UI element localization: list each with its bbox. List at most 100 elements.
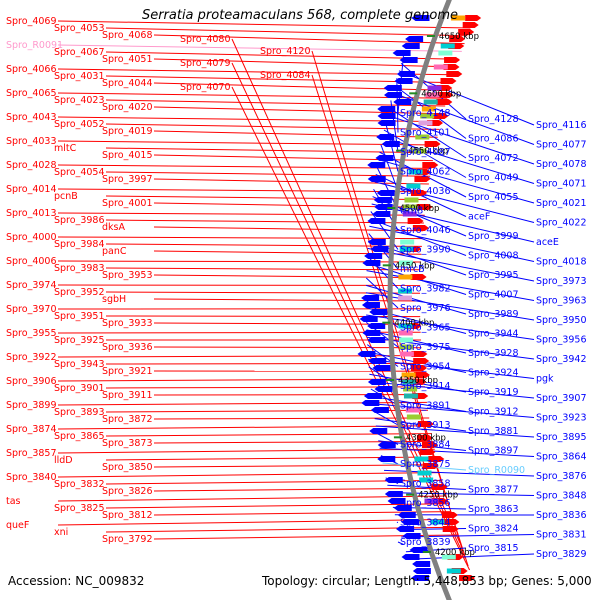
right-gene-label[interactable]: Spro_R0090: [468, 465, 525, 476]
right-gene-label[interactable]: Spro_3954: [400, 362, 451, 373]
right-gene-label[interactable]: Spro_3829: [536, 549, 587, 560]
right-gene-label[interactable]: Spro_4062: [400, 167, 451, 178]
right-gene-label[interactable]: Spro_3907: [536, 393, 587, 404]
left-gene-label[interactable]: Spro_4001: [102, 198, 153, 209]
left-gene-label[interactable]: Spro_3953: [102, 270, 153, 281]
left-gene-label[interactable]: Spro_3857: [6, 448, 57, 459]
right-gene-label[interactable]: Spro_3912: [468, 407, 519, 418]
right-gene-label[interactable]: Spro_3839: [400, 537, 451, 548]
left-gene-label[interactable]: Spro_4054: [54, 167, 105, 178]
left-gene-label[interactable]: Spro_3840: [6, 472, 57, 483]
left-gene-label[interactable]: Spro_4023: [54, 95, 105, 106]
right-gene-label[interactable]: Spro_4046: [400, 225, 451, 236]
left-gene-label[interactable]: Spro_3826: [102, 486, 153, 497]
right-gene-label[interactable]: Spro_4021: [536, 198, 587, 209]
left-gene-label[interactable]: Spro_4067: [54, 47, 105, 58]
left-gene-label[interactable]: Spro_3832: [54, 479, 105, 490]
right-gene-label[interactable]: Spro_3848: [536, 491, 587, 502]
right-gene-label[interactable]: trmB: [400, 206, 423, 217]
right-gene-label[interactable]: aceE: [536, 237, 559, 248]
left-gene-label[interactable]: Spro_3911: [102, 390, 153, 401]
left-gene-label[interactable]: Spro_3952: [54, 287, 105, 298]
left-gene-label[interactable]: Spro_3970: [6, 304, 57, 315]
left-gene-label[interactable]: Spro_4120: [260, 46, 311, 57]
right-gene-label[interactable]: Spro_4007: [468, 290, 519, 301]
left-gene-label[interactable]: Spro_3986: [54, 215, 105, 226]
left-gene-label[interactable]: Spro_3936: [102, 342, 153, 353]
left-gene-label[interactable]: Spro_3865: [54, 431, 105, 442]
right-gene-label[interactable]: Spro_3976: [400, 303, 451, 314]
left-gene-label[interactable]: sgbH: [102, 294, 126, 305]
left-gene-label[interactable]: dksA: [102, 222, 125, 233]
left-gene-label[interactable]: Spro_4033: [6, 136, 57, 147]
right-gene-label[interactable]: Spro_3919: [468, 387, 519, 398]
right-gene-label[interactable]: Spro_3913: [400, 420, 451, 431]
right-gene-label[interactable]: Spro_3990: [400, 245, 451, 256]
left-gene-label[interactable]: Spro_3974: [6, 280, 57, 291]
right-gene-label[interactable]: Spro_3995: [468, 270, 519, 281]
left-gene-label[interactable]: Spro_4043: [6, 112, 57, 123]
right-gene-label[interactable]: Spro_3875: [400, 459, 451, 470]
right-gene-label[interactable]: Spro_4128: [468, 114, 519, 125]
right-gene-label[interactable]: Spro_3973: [536, 276, 587, 287]
right-gene-label[interactable]: Spro_4148: [400, 108, 451, 119]
right-gene-label[interactable]: Spro_4018: [536, 257, 587, 268]
left-gene-label[interactable]: lldD: [54, 455, 73, 466]
right-gene-label[interactable]: aceF: [468, 212, 490, 223]
left-gene-label[interactable]: Spro_3899: [6, 400, 57, 411]
right-gene-label[interactable]: Spro_3982: [400, 284, 451, 295]
left-gene-label[interactable]: Spro_3922: [6, 352, 57, 363]
right-gene-label[interactable]: Spro_3999: [468, 231, 519, 242]
right-gene-label[interactable]: Spro_3924: [468, 368, 519, 379]
left-gene-label[interactable]: Spro_3997: [102, 174, 153, 185]
right-gene-label[interactable]: Spro_4078: [536, 159, 587, 170]
left-gene-label[interactable]: Spro_3872: [102, 414, 153, 425]
right-gene-label[interactable]: Spro_3858: [400, 479, 451, 490]
right-gene-label[interactable]: Spro_4077: [536, 140, 587, 151]
right-gene-label[interactable]: Spro_3863: [468, 504, 519, 515]
left-gene-label[interactable]: Spro_3901: [54, 383, 105, 394]
right-gene-label[interactable]: Spro_3891: [400, 401, 451, 412]
left-gene-label[interactable]: Spro_4020: [102, 102, 153, 113]
right-gene-label[interactable]: Spro_4049: [468, 173, 519, 184]
right-gene-label[interactable]: Spro_3975: [400, 342, 451, 353]
left-gene-label[interactable]: Spro_3825: [54, 503, 105, 514]
left-gene-label[interactable]: Spro_3893: [54, 407, 105, 418]
left-gene-label[interactable]: Spro_4028: [6, 160, 57, 171]
right-gene-label[interactable]: Spro_4071: [536, 179, 587, 190]
left-gene-label[interactable]: pcnB: [54, 191, 78, 202]
left-gene-label[interactable]: queF: [6, 520, 29, 531]
left-gene-label[interactable]: Spro_4013: [6, 208, 57, 219]
left-gene-label[interactable]: Spro_3984: [54, 239, 105, 250]
right-gene-label[interactable]: Spro_3914: [400, 381, 451, 392]
left-gene-label[interactable]: Spro_4019: [102, 126, 153, 137]
left-gene-label[interactable]: Spro_3943: [54, 359, 105, 370]
right-gene-label[interactable]: Spro_3881: [468, 426, 519, 437]
left-gene-label[interactable]: Spro_3933: [102, 318, 153, 329]
right-gene-label[interactable]: Spro_4022: [536, 218, 587, 229]
left-gene-label[interactable]: Spro_3925: [54, 335, 105, 346]
left-gene-label[interactable]: mltC: [54, 143, 77, 154]
left-gene-label[interactable]: Spro_4014: [6, 184, 57, 195]
left-gene-label[interactable]: Spro_4031: [54, 71, 105, 82]
right-gene-label[interactable]: Spro_3950: [536, 315, 587, 326]
right-gene-label[interactable]: Spro_3942: [536, 354, 587, 365]
right-gene-label[interactable]: Spro_4036: [400, 186, 451, 197]
right-gene-label[interactable]: Spro_3856: [400, 498, 451, 509]
right-gene-label[interactable]: Spro_3965: [400, 323, 451, 334]
right-gene-label[interactable]: Spro_3944: [468, 329, 519, 340]
right-gene-label[interactable]: Spro_4087: [400, 147, 451, 158]
right-gene-label[interactable]: mrcB: [400, 264, 425, 275]
left-gene-label[interactable]: Spro_4079: [180, 58, 231, 69]
left-gene-label[interactable]: Spro_4080: [180, 34, 231, 45]
left-gene-label[interactable]: Spro_4044: [102, 78, 153, 89]
right-gene-label[interactable]: Spro_3989: [468, 309, 519, 320]
right-gene-label[interactable]: Spro_4055: [468, 192, 519, 203]
right-gene-label[interactable]: Spro_4086: [468, 134, 519, 145]
left-gene-label[interactable]: panC: [102, 246, 127, 257]
left-gene-label[interactable]: Spro_3951: [54, 311, 105, 322]
left-gene-label[interactable]: Spro_4052: [54, 119, 105, 130]
right-gene-label[interactable]: Spro_3895: [536, 432, 587, 443]
right-gene-label[interactable]: Spro_3928: [468, 348, 519, 359]
right-gene-label[interactable]: Spro_3923: [536, 413, 587, 424]
